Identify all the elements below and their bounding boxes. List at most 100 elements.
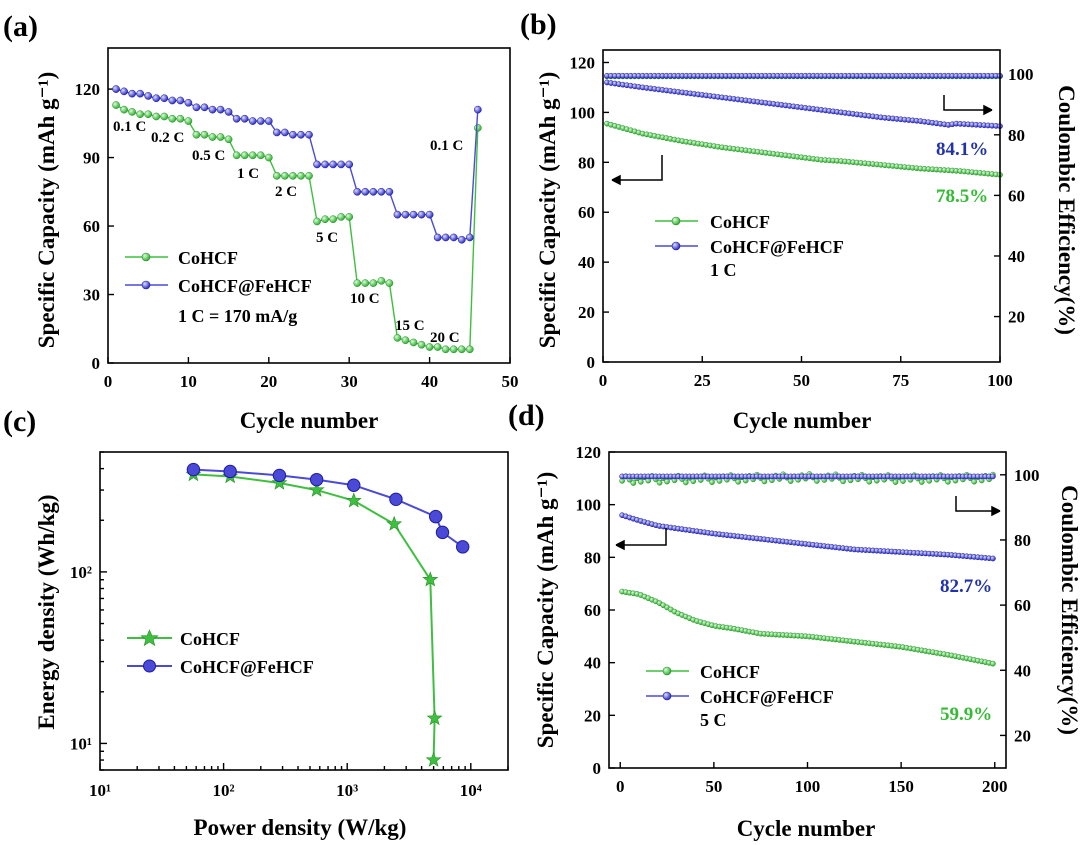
x-tick-label: 25 <box>694 371 711 390</box>
panel-label: (d) <box>508 399 545 432</box>
series-cohcf-point <box>353 279 362 287</box>
y-axis-title: Energy density (Wh/kg) <box>34 494 59 729</box>
legend-note: 5 C <box>700 710 727 730</box>
x-tick-label: 10¹ <box>89 781 111 800</box>
y-tick-label: 120 <box>576 443 602 462</box>
series-cohcf-fehcf-point <box>329 160 337 169</box>
series-cohcf-fehcf-point <box>337 160 346 169</box>
series-cohcf-ce-point <box>892 479 899 485</box>
series-cohcf-ce-point <box>761 478 768 485</box>
series-cohcf-fehcf-point <box>465 233 474 242</box>
y-tick-label: 30 <box>83 286 100 305</box>
plot-frame <box>99 451 509 771</box>
series-cohcf-point <box>401 336 410 345</box>
series-cohcf-point <box>361 279 370 287</box>
y-tick-label: 60 <box>83 217 100 236</box>
rate-label: 10 C <box>350 291 380 307</box>
panel-c: (c) Energy density (Wh/kg) Power density… <box>3 405 509 840</box>
series-cohcf-ce-point <box>971 478 978 485</box>
series-cohcf-point <box>433 343 442 351</box>
x-tick-label: 10² <box>213 781 235 800</box>
series-cohcf-fehcf-point <box>256 117 265 125</box>
rate-label: 15 C <box>395 318 425 334</box>
series-cohcf-point <box>160 112 169 121</box>
legend-cohcf: CoHCF <box>710 212 770 232</box>
series-cohcf-point <box>449 345 458 354</box>
rate-label: 0.1 C <box>430 138 463 154</box>
series-cohcf-fehcf-point <box>120 87 128 96</box>
x-tick-label: 75 <box>892 371 909 390</box>
series-cohcf-point <box>128 108 136 116</box>
series-cohcf-fehcf-point <box>272 468 287 483</box>
x-tick-label: 10 <box>180 372 197 391</box>
plot-frame <box>602 49 1001 363</box>
series-cohcf-fehcf-point <box>435 525 450 540</box>
series-cohcf-point <box>313 217 321 226</box>
y-axis-title: Specific Capacity (mAh g⁻¹) <box>535 72 560 348</box>
x-tick-label: 150 <box>888 777 914 796</box>
series-cohcf-fehcf-point <box>208 105 217 114</box>
x-axis-title: Cycle number <box>240 408 379 433</box>
series-cohcf-fehcf-point <box>216 105 225 114</box>
series-cohcf-point <box>473 124 482 132</box>
y-axis-title-right: Coulombic Efficiency(%) <box>1057 485 1080 735</box>
panel-label: (c) <box>3 405 36 438</box>
series-cohcf-point <box>305 171 313 180</box>
series-cohcf-ce-point <box>682 479 689 486</box>
x-tick-label: 200 <box>982 777 1008 796</box>
series-cohcf-fehcf-point <box>409 210 418 219</box>
y-axis-title: Specific Capacity (mAh g⁻¹) <box>34 72 59 348</box>
axis-arrows <box>611 95 993 186</box>
series-cohcf-point <box>272 171 281 180</box>
series-cohcf-ce-point <box>945 478 951 485</box>
series-cohcf-point <box>208 133 217 141</box>
series-cohcf-point <box>248 151 257 160</box>
y-right-tick-label: 40 <box>1014 661 1031 680</box>
series-cohcf-point <box>417 340 426 349</box>
series-cohcf-fehcf-point <box>353 187 362 196</box>
series-cohcf-point <box>385 279 394 287</box>
legend-cohcf-fehcf: CoHCF@FeHCF <box>178 276 312 296</box>
series-cohcf-point <box>426 710 443 726</box>
y-right-tick-label: 60 <box>1014 596 1031 615</box>
x-tick-label: 10⁴ <box>460 781 482 800</box>
plot-area: 0 25 50 75 100 0 20 40 60 80 100 120 20 40 60 80 100 <box>570 53 1034 390</box>
retention-label-blue: 84.1% <box>936 139 988 160</box>
series-cohcf-point <box>345 213 354 221</box>
series-cohcf-fehcf-point <box>345 160 354 169</box>
rate-label: 0.1 C <box>113 119 146 135</box>
series-cohcf-fehcf-point <box>224 108 233 116</box>
series-cohcf-point <box>200 130 209 139</box>
series-cohcf-ce-point <box>664 478 670 485</box>
y-axis-title: Specific Capacity (mAh g⁻¹) <box>533 472 558 748</box>
y-tick-label: 100 <box>570 103 596 122</box>
series-cohcf-ce-point <box>630 480 637 486</box>
series-cohcf-fehcf-point <box>441 233 450 242</box>
series-cohcf-point <box>990 660 996 667</box>
series-cohcf-fehcf-point <box>200 103 209 112</box>
series-cohcf-fehcf-point <box>309 472 324 487</box>
x-tick-label: 30 <box>341 372 358 391</box>
panel-label: (b) <box>520 8 557 41</box>
y-tick-label: 100 <box>576 496 602 515</box>
series-cohcf-fehcf-point <box>990 555 996 562</box>
series-cohcf-point <box>308 481 325 497</box>
legend: CoHCF CoHCF@FeHCF 1 C = 170 mA/g <box>125 248 312 326</box>
x-tick-label: 0 <box>599 371 608 390</box>
series-cohcf-fehcf-point <box>184 98 193 107</box>
series-cohcf-point <box>329 215 337 224</box>
series-cohcf-point <box>168 114 177 123</box>
y-tick-label: 60 <box>584 601 601 620</box>
series-cohcf-point <box>425 343 434 351</box>
y-tick-label: 0 <box>593 759 602 778</box>
series-cohcf-fehcf-point <box>281 128 289 137</box>
series-cohcf-fehcf-point <box>455 540 470 554</box>
series-cohcf-point <box>176 114 185 123</box>
y-axis-title-right: Coulombic Efficiency(%) <box>1054 85 1079 335</box>
y-tick-label: 20 <box>584 706 601 725</box>
series-cohcf-fehcf-point <box>112 85 120 93</box>
series-cohcf-point <box>377 276 386 285</box>
series-cohcf-fehcf-point <box>240 114 249 123</box>
panel-b: (b) Specific Capacity (mAh g⁻¹) Coulombi… <box>520 8 1079 433</box>
series-cohcf-point <box>345 492 362 508</box>
